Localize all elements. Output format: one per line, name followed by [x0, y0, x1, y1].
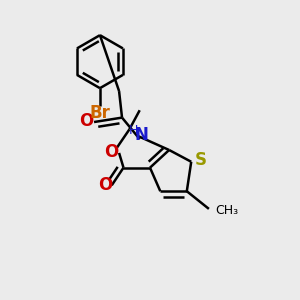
Text: O: O: [105, 143, 119, 161]
Text: N: N: [135, 126, 149, 144]
Text: O: O: [98, 176, 112, 194]
Text: CH₃: CH₃: [215, 204, 238, 217]
Text: O: O: [80, 112, 94, 130]
Text: H: H: [129, 124, 139, 137]
Text: Br: Br: [89, 104, 110, 122]
Text: S: S: [195, 151, 207, 169]
